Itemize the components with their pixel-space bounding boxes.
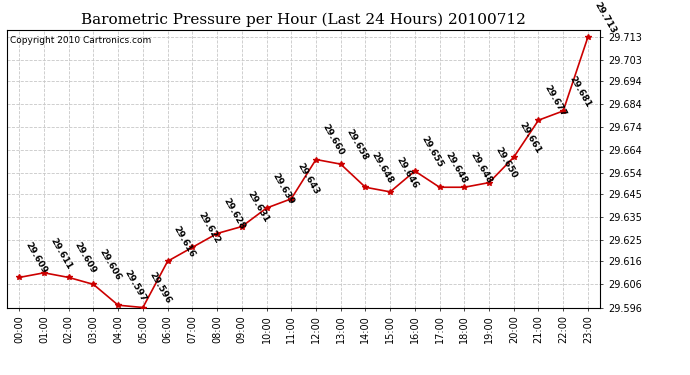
- Text: 29.648: 29.648: [469, 150, 494, 185]
- Text: 29.713: 29.713: [592, 0, 618, 35]
- Text: 29.611: 29.611: [48, 236, 73, 271]
- Text: 29.639: 29.639: [270, 171, 296, 206]
- Text: 29.643: 29.643: [295, 162, 321, 196]
- Text: Copyright 2010 Cartronics.com: Copyright 2010 Cartronics.com: [10, 36, 151, 45]
- Text: 29.648: 29.648: [370, 150, 395, 185]
- Title: Barometric Pressure per Hour (Last 24 Hours) 20100712: Barometric Pressure per Hour (Last 24 Ho…: [81, 13, 526, 27]
- Text: 29.661: 29.661: [518, 120, 543, 155]
- Text: 29.631: 29.631: [246, 190, 271, 224]
- Text: 29.597: 29.597: [122, 268, 148, 303]
- Text: 29.660: 29.660: [320, 123, 345, 158]
- Text: 29.616: 29.616: [172, 225, 197, 259]
- Text: 29.650: 29.650: [493, 146, 518, 180]
- Text: 29.622: 29.622: [197, 211, 221, 245]
- Text: 29.681: 29.681: [567, 74, 593, 109]
- Text: 29.655: 29.655: [419, 134, 444, 169]
- Text: 29.596: 29.596: [147, 271, 172, 305]
- Text: 29.628: 29.628: [221, 197, 246, 231]
- Text: 29.609: 29.609: [23, 241, 48, 275]
- Text: 29.677: 29.677: [542, 83, 568, 118]
- Text: 29.609: 29.609: [73, 241, 98, 275]
- Text: 29.606: 29.606: [97, 248, 123, 282]
- Text: 29.648: 29.648: [444, 150, 469, 185]
- Text: 29.646: 29.646: [394, 155, 420, 190]
- Text: 29.658: 29.658: [345, 128, 370, 162]
